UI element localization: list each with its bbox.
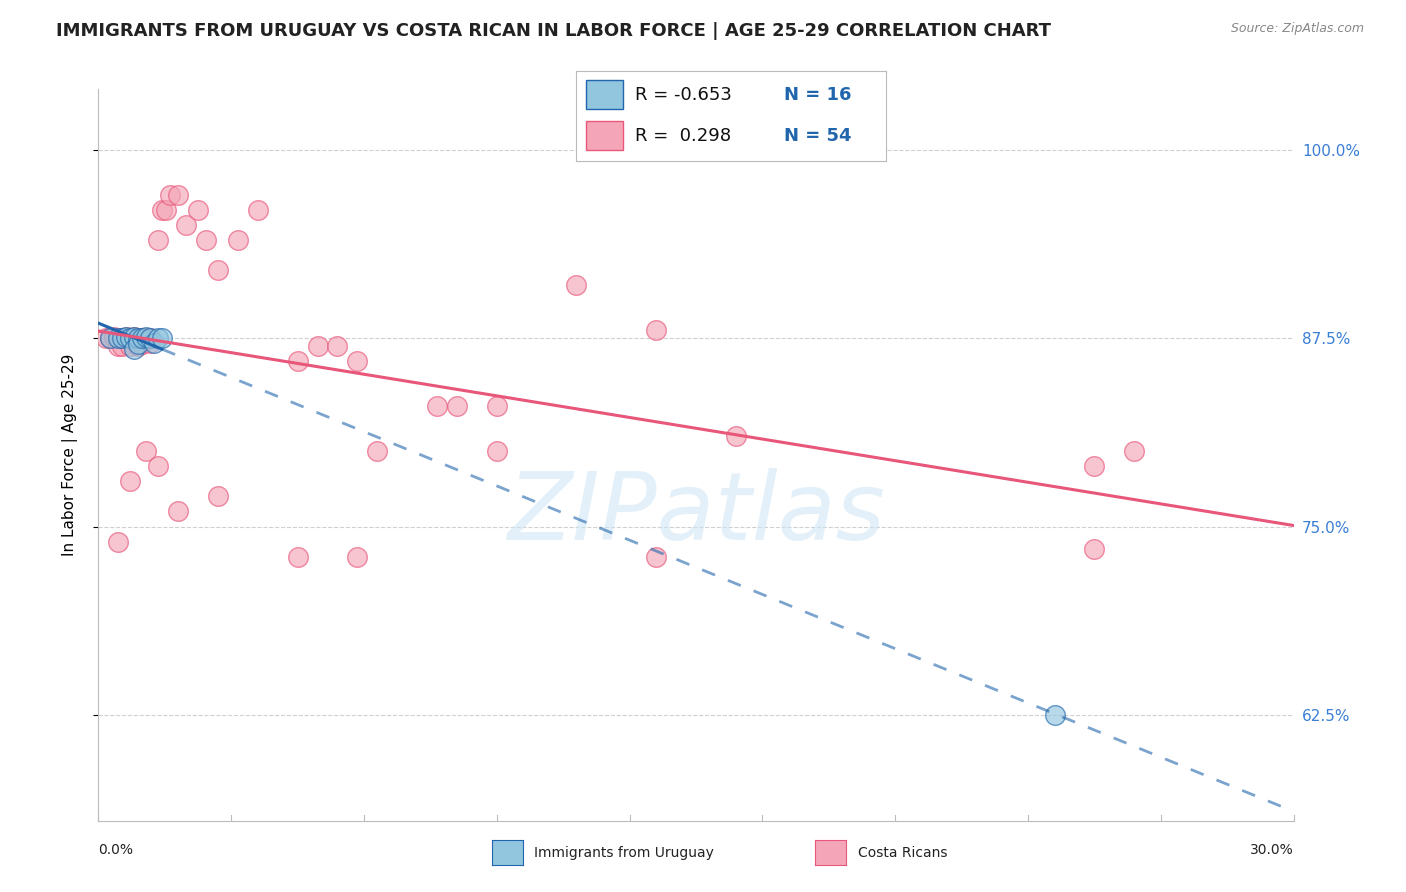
Point xyxy=(148,459,170,474)
Text: Immigrants from Uruguay: Immigrants from Uruguay xyxy=(534,846,714,860)
Point xyxy=(96,331,118,345)
Point xyxy=(115,329,138,343)
Point xyxy=(127,331,149,345)
Point xyxy=(120,338,142,352)
Text: N = 16: N = 16 xyxy=(783,86,851,103)
Point xyxy=(446,399,468,413)
Point xyxy=(124,342,146,356)
Point xyxy=(107,338,129,352)
Text: IMMIGRANTS FROM URUGUAY VS COSTA RICAN IN LABOR FORCE | AGE 25-29 CORRELATION CH: IMMIGRANTS FROM URUGUAY VS COSTA RICAN I… xyxy=(56,22,1052,40)
Point xyxy=(120,475,142,489)
Text: R = -0.653: R = -0.653 xyxy=(636,86,733,103)
Point xyxy=(127,337,149,351)
Point xyxy=(159,187,181,202)
Point xyxy=(131,337,153,351)
Point xyxy=(115,329,138,343)
Point xyxy=(103,329,125,343)
Point xyxy=(1083,542,1105,557)
Point xyxy=(135,329,157,343)
FancyBboxPatch shape xyxy=(586,121,623,150)
Point xyxy=(111,331,134,345)
Point xyxy=(127,331,149,345)
Point xyxy=(167,187,190,202)
Point xyxy=(307,338,329,352)
FancyBboxPatch shape xyxy=(586,80,623,109)
Point xyxy=(111,338,134,352)
Point xyxy=(195,233,218,247)
Point xyxy=(1043,708,1066,723)
Point xyxy=(124,329,146,343)
Point xyxy=(174,218,197,232)
Point xyxy=(139,331,162,345)
Point xyxy=(155,202,177,217)
Point xyxy=(645,324,668,338)
Text: ZIPatlas: ZIPatlas xyxy=(508,468,884,559)
Text: Source: ZipAtlas.com: Source: ZipAtlas.com xyxy=(1230,22,1364,36)
Point xyxy=(207,263,229,277)
Point xyxy=(485,399,508,413)
Y-axis label: In Labor Force | Age 25-29: In Labor Force | Age 25-29 xyxy=(62,354,77,556)
Point xyxy=(246,202,269,217)
Point xyxy=(143,335,166,350)
Point xyxy=(107,331,129,345)
Point xyxy=(100,331,122,345)
Point xyxy=(120,331,142,345)
Text: N = 54: N = 54 xyxy=(783,127,851,145)
Point xyxy=(135,331,157,345)
Point xyxy=(135,444,157,458)
Point xyxy=(131,331,153,345)
Point xyxy=(107,534,129,549)
Point xyxy=(150,202,173,217)
Text: Costa Ricans: Costa Ricans xyxy=(858,846,948,860)
Point xyxy=(1123,444,1146,458)
Point xyxy=(187,202,209,217)
Point xyxy=(167,504,190,518)
Point xyxy=(124,329,146,343)
Point xyxy=(287,549,309,564)
Point xyxy=(565,278,588,293)
Point xyxy=(207,489,229,503)
Point xyxy=(366,444,388,458)
Point xyxy=(287,353,309,368)
Point xyxy=(120,331,142,345)
Text: R =  0.298: R = 0.298 xyxy=(636,127,731,145)
Point xyxy=(127,338,149,352)
Text: 0.0%: 0.0% xyxy=(98,843,134,857)
Point xyxy=(148,233,170,247)
Point xyxy=(131,331,153,345)
Point xyxy=(139,335,162,350)
Point xyxy=(111,331,134,345)
Point xyxy=(139,331,162,345)
Point xyxy=(124,331,146,345)
Point xyxy=(426,399,449,413)
Point xyxy=(724,429,747,443)
Point xyxy=(226,233,249,247)
Point xyxy=(100,331,122,345)
Point xyxy=(1083,459,1105,474)
Point xyxy=(346,549,368,564)
Point xyxy=(326,338,349,352)
Point xyxy=(148,331,170,345)
Point xyxy=(107,331,129,345)
Point xyxy=(645,549,668,564)
Point xyxy=(346,353,368,368)
Point xyxy=(150,331,173,345)
Point xyxy=(485,444,508,458)
Text: 30.0%: 30.0% xyxy=(1250,843,1294,857)
